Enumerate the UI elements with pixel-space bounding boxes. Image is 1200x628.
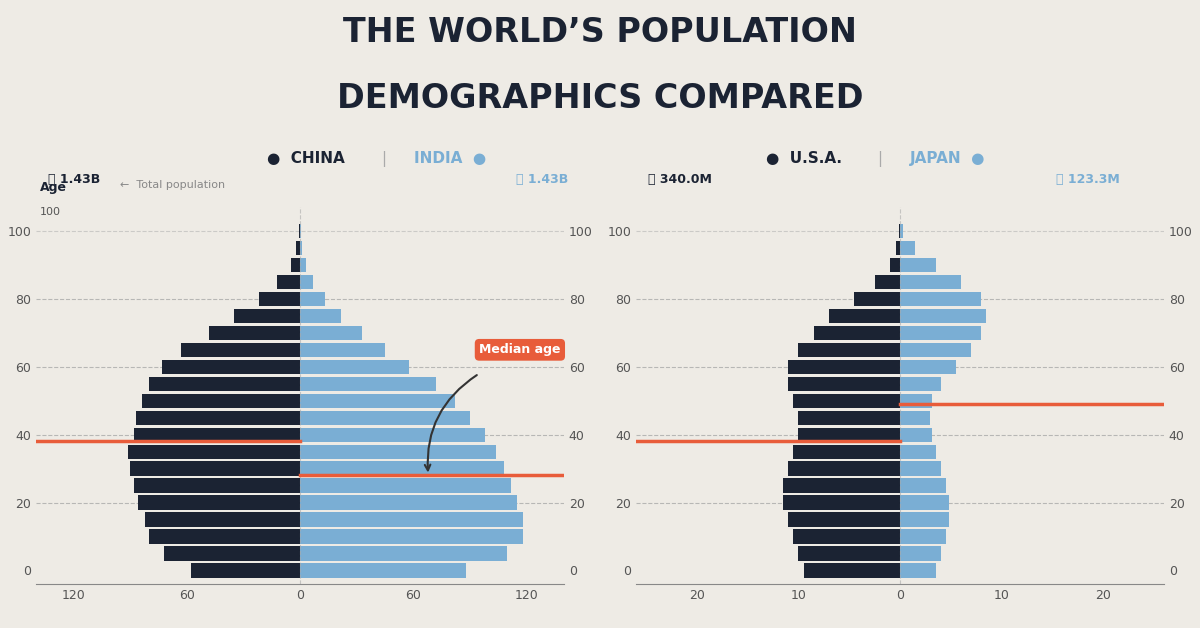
Text: DEMOGRAPHICS COMPARED: DEMOGRAPHICS COMPARED (337, 82, 863, 115)
Bar (210, 326, 300, 340)
Bar (814, 326, 900, 340)
Bar (300, 309, 342, 323)
Text: ⓘ 1.43B: ⓘ 1.43B (48, 173, 101, 187)
Text: Median age: Median age (479, 344, 560, 356)
Bar (900, 275, 961, 289)
Bar (900, 343, 971, 357)
Bar (128, 445, 300, 459)
Text: ●  U.S.A.: ● U.S.A. (766, 151, 842, 166)
Bar (134, 428, 300, 442)
Bar (300, 343, 385, 357)
Bar (300, 394, 455, 408)
Text: THE WORLD’S POPULATION: THE WORLD’S POPULATION (343, 16, 857, 49)
Bar (162, 360, 300, 374)
Bar (875, 275, 900, 289)
Bar (300, 529, 522, 544)
Text: ⓘ 123.3M: ⓘ 123.3M (1056, 173, 1120, 187)
Bar (788, 462, 900, 476)
Bar (300, 292, 324, 306)
Bar (798, 546, 900, 561)
Bar (900, 462, 941, 476)
Text: |: | (382, 151, 386, 167)
Bar (798, 343, 900, 357)
Bar (300, 258, 306, 272)
Bar (900, 377, 941, 391)
Bar (300, 428, 485, 442)
Bar (900, 411, 930, 425)
Text: ←  Total population: ← Total population (120, 180, 226, 190)
Bar (296, 241, 300, 255)
Bar (149, 529, 300, 544)
Bar (788, 512, 900, 527)
Bar (798, 411, 900, 425)
Bar (300, 495, 517, 510)
Bar (300, 275, 313, 289)
Bar (896, 241, 900, 255)
Bar (793, 394, 900, 408)
Bar (142, 394, 300, 408)
Bar (900, 428, 932, 442)
Bar (900, 309, 986, 323)
Bar (234, 309, 300, 323)
Bar (300, 479, 511, 493)
Text: 100: 100 (40, 207, 61, 217)
Bar (784, 479, 900, 493)
Bar (900, 529, 946, 544)
Bar (854, 292, 900, 306)
Bar (149, 377, 300, 391)
Bar (829, 309, 900, 323)
Bar (277, 275, 300, 289)
Bar (300, 563, 466, 578)
Bar (131, 462, 300, 476)
Bar (138, 495, 300, 510)
Bar (798, 428, 900, 442)
Bar (900, 563, 936, 578)
Bar (793, 445, 900, 459)
Bar (900, 512, 949, 527)
Text: ⓘ 1.43B: ⓘ 1.43B (516, 173, 569, 187)
Bar (900, 326, 982, 340)
Bar (900, 445, 936, 459)
Bar (900, 258, 936, 272)
Text: |: | (877, 151, 882, 167)
Text: Age: Age (40, 181, 67, 193)
Bar (134, 479, 300, 493)
Bar (900, 224, 904, 238)
Bar (784, 495, 900, 510)
Bar (900, 292, 982, 306)
Bar (900, 479, 946, 493)
Bar (300, 411, 469, 425)
Bar (258, 292, 300, 306)
Bar (900, 546, 941, 561)
Bar (145, 512, 300, 527)
Bar (300, 326, 362, 340)
Bar (900, 394, 932, 408)
Text: ⓘ 340.0M: ⓘ 340.0M (648, 173, 712, 187)
Bar (300, 360, 409, 374)
Bar (300, 512, 522, 527)
Text: INDIA  ●: INDIA ● (414, 151, 486, 166)
Bar (890, 258, 900, 272)
Bar (191, 563, 300, 578)
Bar (300, 546, 508, 561)
Text: ●  CHINA: ● CHINA (268, 151, 344, 166)
Bar (300, 377, 436, 391)
Text: JAPAN  ●: JAPAN ● (911, 151, 985, 166)
Bar (788, 360, 900, 374)
Bar (136, 411, 300, 425)
Bar (290, 258, 300, 272)
Bar (788, 377, 900, 391)
Bar (300, 462, 504, 476)
Bar (793, 529, 900, 544)
Bar (900, 495, 949, 510)
Bar (181, 343, 300, 357)
Bar (900, 241, 916, 255)
Bar (804, 563, 900, 578)
Bar (300, 445, 496, 459)
Bar (300, 241, 302, 255)
Bar (900, 360, 956, 374)
Bar (164, 546, 300, 561)
